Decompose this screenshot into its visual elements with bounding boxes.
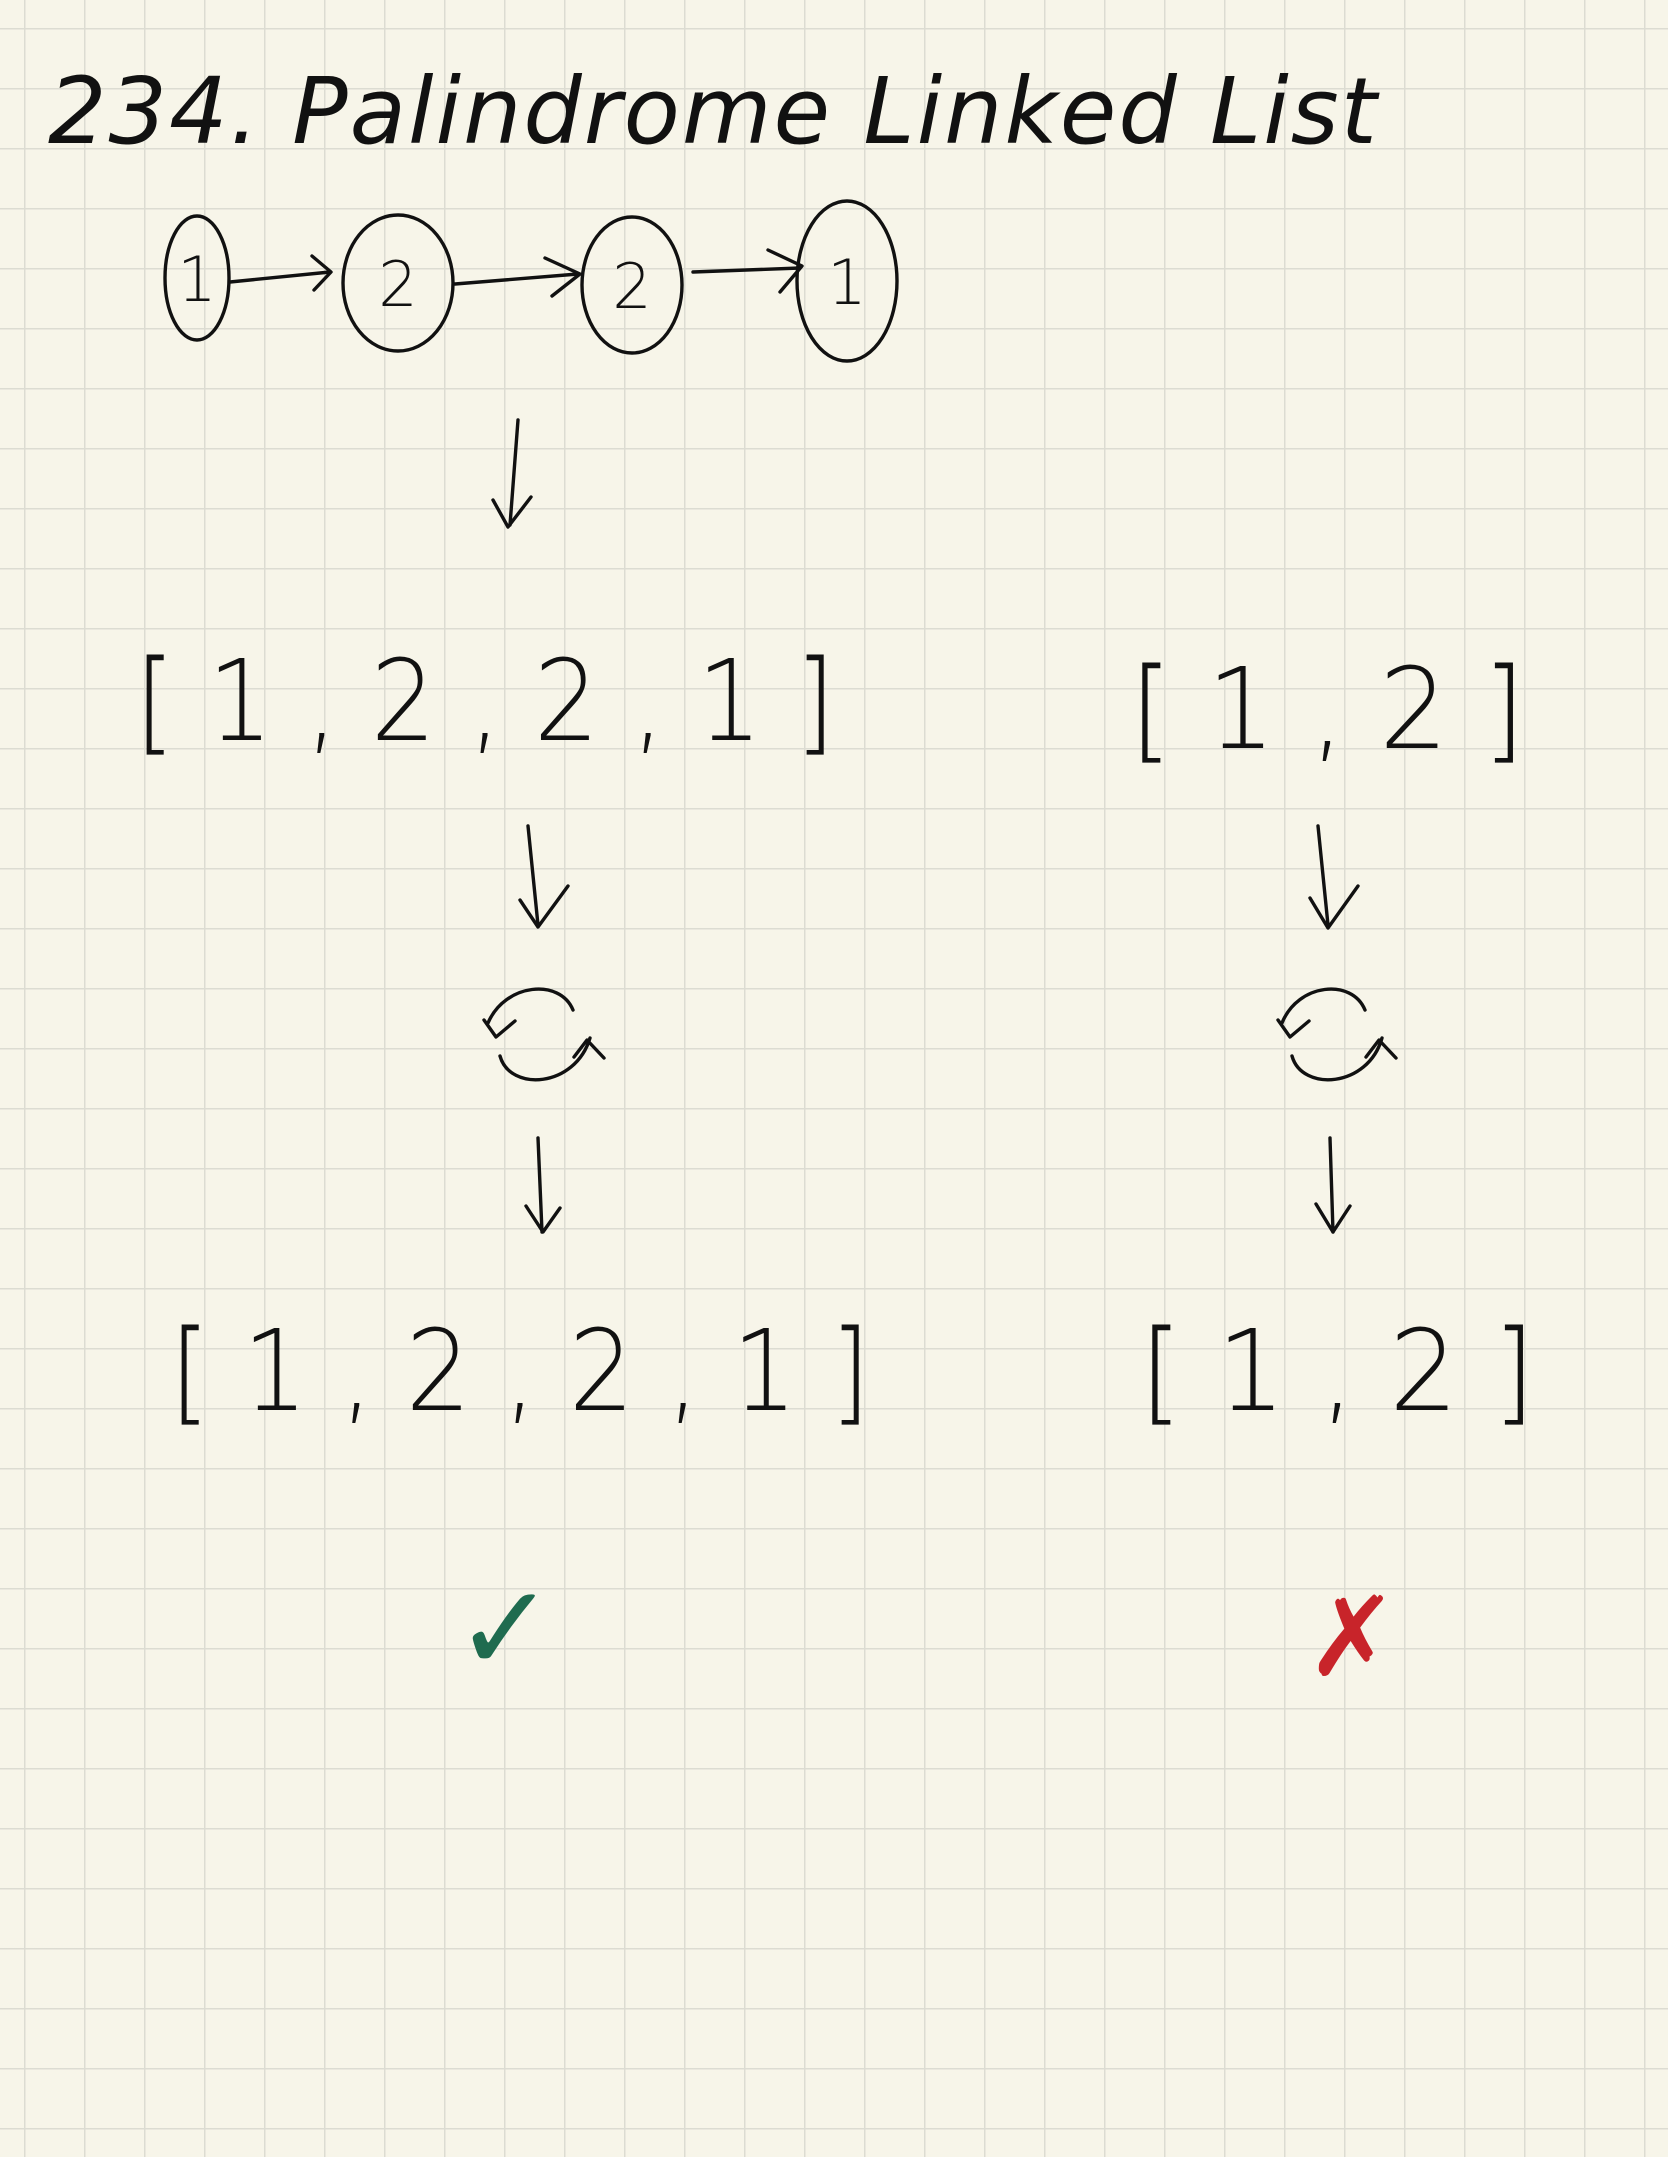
down-arrow-icon <box>518 824 570 929</box>
node-value: 2 <box>378 248 417 321</box>
list-node: 1 <box>795 199 899 363</box>
right-example: [ 1 , 2 ] [ 1 , 2 ] ✗ <box>1130 645 1535 1701</box>
right-array: [ 1 , 2 ] <box>1130 645 1525 775</box>
node-value: 1 <box>827 246 866 319</box>
left-array: [ 1 , 2 , 2 , 1 ] <box>135 637 835 767</box>
rotate-arrows-icon <box>482 987 606 1082</box>
node-value: 2 <box>612 250 651 323</box>
rotate-arrows-icon <box>1276 987 1398 1082</box>
node-value: 1 <box>177 243 216 316</box>
list-node: 1 <box>163 214 231 342</box>
right-reversed-array: [ 1 , 2 ] <box>1140 1307 1535 1437</box>
linked-list: 1 2 2 1 <box>163 199 899 363</box>
next-arrow-icon <box>228 254 333 292</box>
left-reversed-array: [ 1 , 2 , 2 , 1 ] <box>170 1307 870 1437</box>
left-example: [ 1 , 2 , 2 , 1 ] [ 1 , 2 , 2 , 1 ] ✓ <box>135 637 870 1699</box>
down-arrow-icon <box>491 418 533 529</box>
down-arrow-icon <box>1308 824 1360 930</box>
page-title: 234. Palindrome Linked List <box>48 58 1380 165</box>
list-node: 2 <box>580 215 684 355</box>
list-node: 2 <box>341 213 455 353</box>
check-mark-icon: ✓ <box>455 1560 556 1699</box>
down-arrow-icon <box>524 1136 562 1234</box>
down-arrow-icon <box>1314 1136 1352 1234</box>
cross-mark-icon: ✗ <box>1306 1573 1398 1701</box>
next-arrow-icon <box>453 256 582 298</box>
next-arrow-icon <box>691 248 804 294</box>
